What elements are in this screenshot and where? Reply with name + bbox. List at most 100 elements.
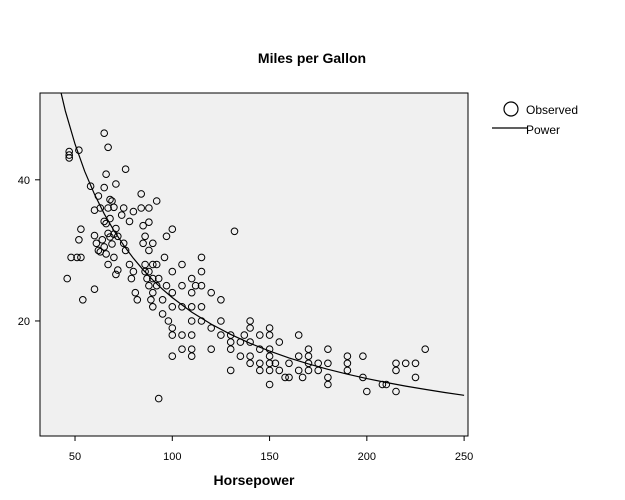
observed-point xyxy=(226,366,235,375)
observed-point xyxy=(137,190,145,198)
observed-point xyxy=(197,303,206,311)
observed-point xyxy=(145,246,153,255)
observed-point xyxy=(285,373,293,382)
y-tick-label: 20 xyxy=(18,316,30,328)
x-tick-label: 50 xyxy=(69,451,81,463)
observed-point xyxy=(143,274,151,283)
observed-point xyxy=(149,288,157,297)
observed-point xyxy=(168,352,177,361)
observed-point xyxy=(154,394,163,403)
observed-point xyxy=(275,366,284,375)
observed-point xyxy=(164,317,173,325)
x-tick-label: 250 xyxy=(455,451,473,463)
observed-point xyxy=(158,310,167,318)
observed-point xyxy=(265,331,274,339)
observed-point xyxy=(187,352,196,361)
legend-power-label: Power xyxy=(526,123,560,137)
observed-point xyxy=(102,170,110,178)
observed-point xyxy=(162,281,171,290)
observed-point xyxy=(324,345,332,354)
observed-point xyxy=(265,366,274,375)
observed-point xyxy=(117,211,126,219)
observed-point xyxy=(104,229,112,238)
observed-point xyxy=(149,274,157,283)
observed-point xyxy=(304,366,313,375)
observed-point xyxy=(100,243,108,251)
observed-point xyxy=(324,380,332,389)
observed-point xyxy=(106,233,114,241)
observed-point xyxy=(187,331,196,339)
observed-point xyxy=(65,154,73,162)
observed-point xyxy=(178,331,186,339)
observed-point xyxy=(294,366,303,375)
observed-point xyxy=(411,359,420,368)
observed-point xyxy=(100,129,108,137)
observed-point xyxy=(75,146,83,154)
observed-point xyxy=(119,204,128,212)
observed-point xyxy=(207,324,215,332)
observed-point xyxy=(168,303,177,311)
observed-point xyxy=(281,373,289,382)
observed-point xyxy=(119,239,128,248)
observed-point xyxy=(217,317,225,325)
legend: Observed Power xyxy=(492,101,578,137)
observed-point xyxy=(104,260,112,269)
observed-point xyxy=(110,253,118,262)
chart-title: Miles per Gallon xyxy=(258,50,366,66)
observed-point xyxy=(121,165,130,173)
legend-observed-label: Observed xyxy=(526,103,578,117)
observed-point xyxy=(265,380,274,389)
observed-point xyxy=(178,303,186,311)
legend-observed-marker xyxy=(503,101,519,117)
observed-point xyxy=(324,359,332,368)
observed-point xyxy=(271,359,280,368)
observed-point xyxy=(392,366,400,375)
observed-point xyxy=(168,288,177,297)
observed-point xyxy=(246,338,254,346)
observed-point xyxy=(90,285,99,294)
observed-point xyxy=(298,373,307,382)
observed-point xyxy=(96,204,105,212)
observed-point xyxy=(152,260,161,269)
observed-point xyxy=(102,250,110,258)
plot-area xyxy=(39,92,469,437)
observed-point xyxy=(141,232,149,241)
observed-point xyxy=(285,359,293,368)
observed-point xyxy=(392,387,400,396)
observed-point xyxy=(112,180,120,188)
observed-point xyxy=(94,246,103,255)
observed-point xyxy=(114,266,122,274)
observed-point xyxy=(240,331,249,339)
observed-point xyxy=(158,296,167,304)
observed-point xyxy=(102,219,110,228)
observed-point xyxy=(168,225,177,233)
observed-point xyxy=(217,331,225,339)
observed-point xyxy=(104,143,112,152)
observed-point xyxy=(359,352,367,361)
observed-point xyxy=(256,366,264,375)
observed-point xyxy=(314,366,323,375)
observed-point xyxy=(411,373,420,382)
observed-point xyxy=(168,331,177,339)
observed-point xyxy=(65,151,73,159)
observed-point xyxy=(106,195,114,204)
observed-point xyxy=(137,204,145,212)
observed-point xyxy=(178,345,186,354)
observed-point xyxy=(73,253,81,262)
observed-point xyxy=(127,274,136,283)
observed-point xyxy=(294,331,303,339)
observed-point xyxy=(275,338,284,346)
observed-point xyxy=(363,387,371,396)
observed-point xyxy=(378,380,387,389)
x-tick-label: 200 xyxy=(358,451,376,463)
observed-point xyxy=(149,260,157,269)
observed-point xyxy=(79,296,87,304)
observed-point xyxy=(92,239,101,248)
observed-point xyxy=(94,192,103,200)
observed-point xyxy=(401,359,410,368)
observed-point xyxy=(149,239,157,248)
observed-point xyxy=(112,270,120,279)
observed-point xyxy=(110,203,118,212)
x-tick-label: 150 xyxy=(260,451,278,463)
